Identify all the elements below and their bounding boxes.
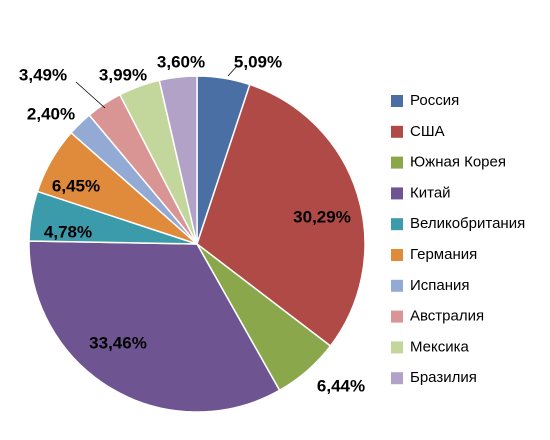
legend-item: Мексика [391,338,470,355]
legend-swatch [391,187,403,200]
legend-item: Германия [391,246,477,263]
data-label: 3,99% [99,65,147,84]
pie-slices [28,75,366,413]
legend-swatch [391,249,403,261]
legend-label: Китай [410,184,451,201]
legend-label: Германия [410,246,477,263]
pie-slice [196,83,366,348]
legend-item: Бразилия [391,369,477,386]
legend-label: Южная Корея [410,154,506,171]
legend-swatch [391,95,403,107]
legend-label: США [410,123,445,140]
leader-line [75,81,106,109]
legend-label: Мексика [410,338,470,355]
legend-label: Австралия [410,308,484,325]
legend-swatch [391,279,403,292]
legend-item: Южная Корея [391,154,506,171]
legend-swatch [391,341,403,354]
pie-slice [28,240,281,413]
legend-swatch [391,310,403,323]
legend-swatch [391,372,403,385]
data-label: 30,29% [293,207,351,226]
legend-label: Россия [410,92,459,109]
legend-item: Россия [391,92,459,109]
legend-label: Испания [410,277,470,294]
legend-item: Великобритания [391,215,525,232]
leader-line [227,65,238,77]
data-labels: 5,09% 30,29% 6,44% 33,46% 4,78% 6,45% 2,40% 3,4… [19,52,365,395]
data-label: 4,78% [44,222,92,241]
legend-item: Испания [391,277,470,294]
leader-lines [75,65,238,109]
data-label: 33,46% [89,333,147,352]
data-label: 3,60% [157,52,205,71]
legend-label: Великобритания [410,215,525,232]
legend-swatch [391,125,403,138]
data-label: 6,45% [52,176,100,195]
data-label: 5,09% [234,52,282,71]
legend-swatch [391,218,403,231]
data-label: 2,40% [27,104,75,123]
data-label: 3,49% [19,65,67,84]
legend-label: Бразилия [410,369,477,386]
pie-slice [158,75,198,245]
chart-legend: Россия США Южная Корея Китай Великобритания Г… [391,92,525,386]
legend-item: Австралия [391,308,484,325]
legend-swatch [391,156,403,169]
legend-item: США [391,123,445,140]
data-label: 6,44% [317,376,365,395]
legend-item: Китай [391,184,451,201]
